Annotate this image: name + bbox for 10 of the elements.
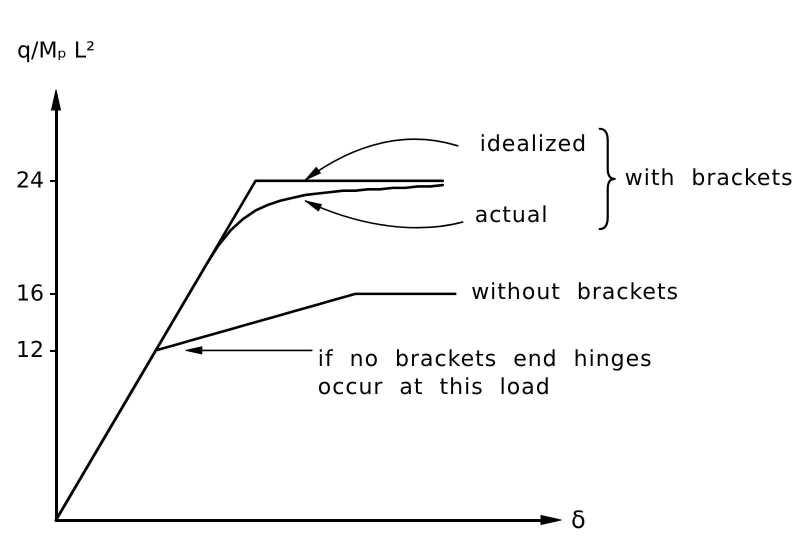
series-label: actual [474,202,548,230]
text: with brackets [624,164,794,193]
series-label: without brackets [471,278,680,307]
y-axis-title: q/Mₚ L² [17,38,95,64]
annotation: if no brackets end hinges occur at this load [318,346,653,402]
y-tick-label: 24 [16,168,44,194]
x-axis-title: δ [571,506,586,534]
text: idealized [480,130,588,159]
y-tick-label: 12 [16,338,44,363]
y-tick-label: 16 [16,281,44,306]
